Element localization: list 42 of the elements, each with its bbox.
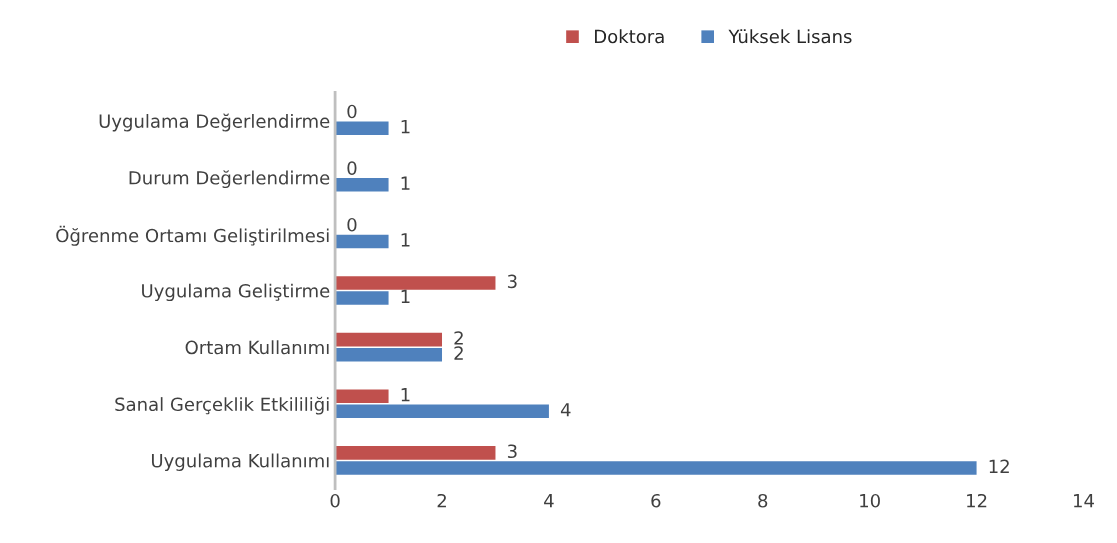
bar <box>335 234 389 249</box>
x-tick-label: 14 <box>1073 494 1094 508</box>
bar <box>335 121 389 135</box>
y-tick-label: Uygulama Değerlendirme <box>99 113 330 132</box>
bar <box>335 446 496 460</box>
bar <box>335 291 389 305</box>
x-tick-label: 2 <box>437 493 446 508</box>
bar <box>335 276 496 290</box>
data-label: 1 <box>401 176 410 190</box>
x-tick-label: 0 <box>330 493 340 508</box>
data-label: 3 <box>507 444 517 459</box>
data-label: 0 <box>347 104 357 119</box>
x-tick-label: 6 <box>651 493 661 508</box>
bar <box>335 347 443 362</box>
x-tick-label: 4 <box>544 494 554 508</box>
data-label: 4 <box>560 403 571 417</box>
bar <box>335 389 389 403</box>
y-tick-label: Uygulama Kullanımı <box>151 453 329 471</box>
data-label: 12 <box>989 459 1009 473</box>
data-label: 3 <box>507 274 517 289</box>
data-label: 2 <box>454 331 463 345</box>
data-label: 0 <box>347 161 357 175</box>
data-label: 1 <box>401 233 410 247</box>
bar <box>335 332 443 347</box>
y-tick-label: Durum Değerlendirme <box>129 170 330 189</box>
x-tick-label: 10 <box>860 493 880 508</box>
data-label: 1 <box>401 388 410 402</box>
bar <box>335 461 977 475</box>
legend-label: Yüksek Lisans <box>728 29 852 44</box>
data-label: 1 <box>401 289 410 304</box>
y-tick-label: Uygulama Geliştirme <box>142 283 330 302</box>
y-tick-label: Ortam Kullanımı <box>185 340 329 355</box>
x-tick-label: 12 <box>967 493 987 508</box>
bar <box>335 178 389 192</box>
y-tick-label: Sanal Gerçeklik Etkililiği <box>115 396 329 415</box>
y-tick-label: Öğrenme Ortamı Geliştirilmesi <box>56 225 329 246</box>
x-tick-label: 8 <box>758 493 768 508</box>
data-label: 2 <box>454 346 463 360</box>
data-label: 1 <box>401 119 410 134</box>
bar <box>335 404 549 419</box>
legend-label: Doktora <box>595 29 664 44</box>
data-label: 0 <box>347 217 357 232</box>
